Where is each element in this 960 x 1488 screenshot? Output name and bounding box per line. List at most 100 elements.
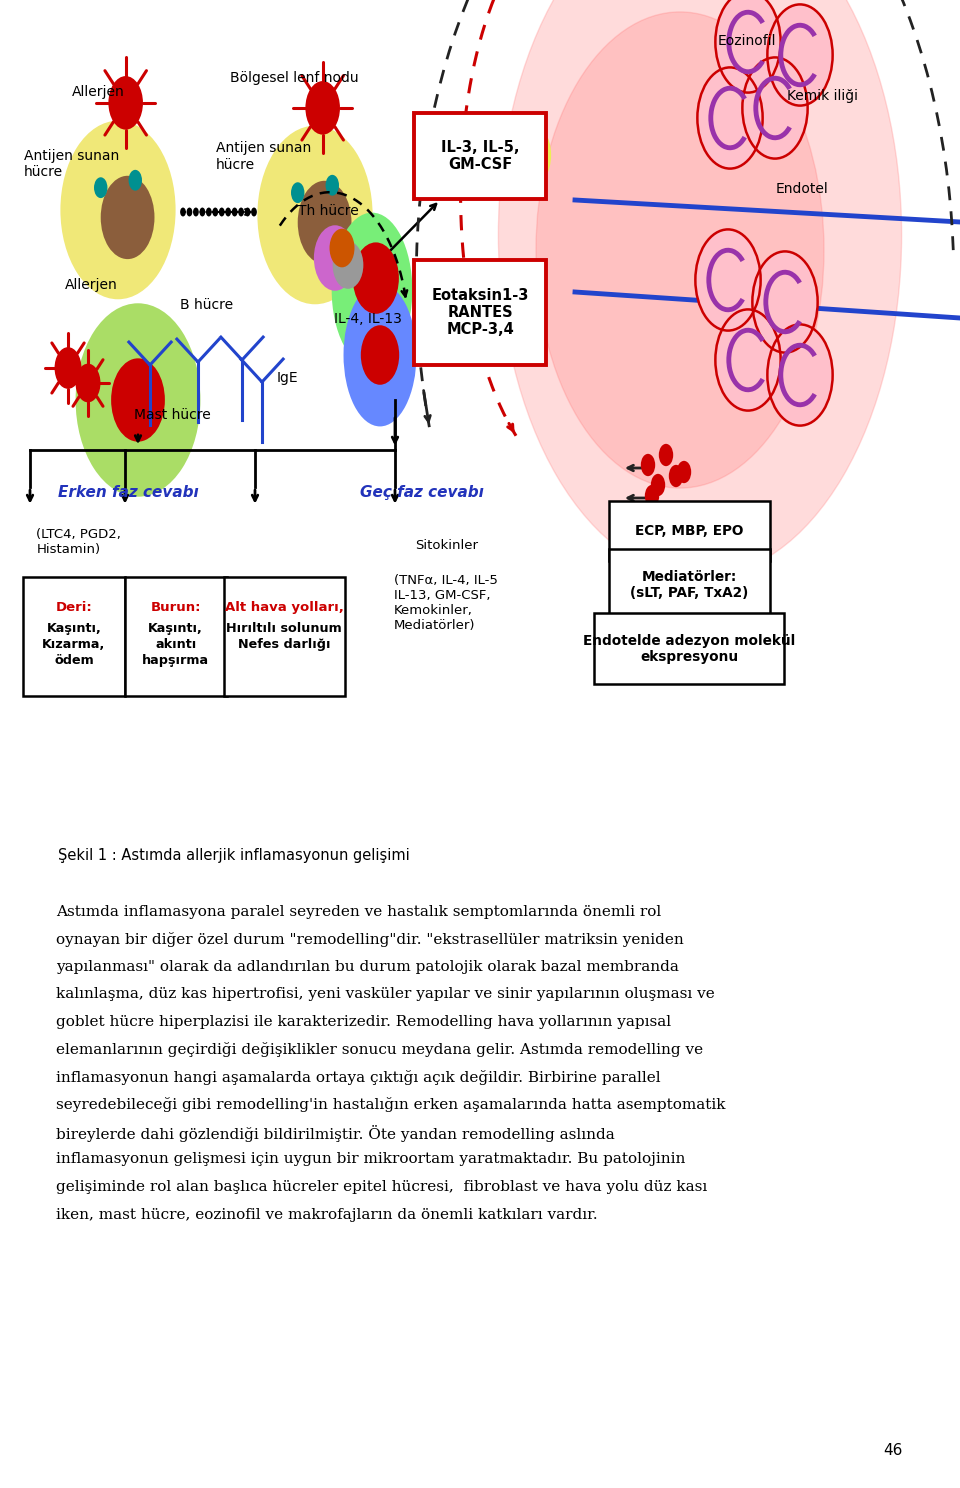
Text: Şekil 1 : Astımda allerjik inflamasyonun gelişimi: Şekil 1 : Astımda allerjik inflamasyonun… (58, 848, 409, 863)
Circle shape (180, 207, 186, 216)
Text: IL-4, IL-13: IL-4, IL-13 (334, 312, 402, 326)
Text: elemanlarının geçirdiği değişiklikler sonucu meydana gelir. Astımda remodelling : elemanlarının geçirdiği değişiklikler so… (56, 1043, 703, 1058)
Circle shape (361, 326, 399, 385)
Circle shape (659, 443, 673, 466)
Circle shape (669, 464, 684, 487)
Text: kalınlaşma, düz kas hipertrofisi, yeni vasküler yapılar ve sinir yapılarının olu: kalınlaşma, düz kas hipertrofisi, yeni v… (56, 988, 714, 1001)
Circle shape (76, 304, 201, 497)
Circle shape (257, 125, 372, 304)
Circle shape (305, 80, 340, 134)
Circle shape (245, 207, 251, 216)
Circle shape (101, 176, 155, 259)
FancyBboxPatch shape (414, 113, 546, 199)
FancyBboxPatch shape (414, 260, 546, 365)
Circle shape (715, 310, 780, 411)
Circle shape (645, 485, 660, 507)
Text: seyredebileceği gibi remodelling'in hastalığın erken aşamalarında hatta asemptom: seyredebileceği gibi remodelling'in hast… (56, 1098, 725, 1113)
FancyBboxPatch shape (23, 577, 125, 696)
Circle shape (298, 180, 351, 263)
Circle shape (60, 121, 176, 299)
Circle shape (186, 207, 192, 216)
Text: (TNFα, IL-4, IL-5
IL-13, GM-CSF,
Kemokinler,
Mediatörler): (TNFα, IL-4, IL-5 IL-13, GM-CSF, Kemokin… (394, 574, 497, 632)
Text: IL-3, IL-5,
GM-CSF: IL-3, IL-5, GM-CSF (441, 140, 519, 173)
Ellipse shape (498, 0, 901, 577)
Circle shape (76, 363, 101, 402)
Circle shape (291, 182, 304, 202)
Text: Burun:: Burun: (151, 601, 201, 615)
Circle shape (651, 473, 665, 496)
Circle shape (332, 241, 364, 289)
Text: Allerjen: Allerjen (65, 278, 118, 292)
Text: Hırıltılı solunum
Nefes darlığı: Hırıltılı solunum Nefes darlığı (227, 622, 342, 650)
Circle shape (518, 138, 538, 168)
Circle shape (353, 243, 399, 314)
Text: iken, mast hücre, eozinofil ve makrofajların da önemli katkıları vardır.: iken, mast hücre, eozinofil ve makrofajl… (56, 1208, 597, 1222)
Text: (LTC4, PGD2,
Histamin): (LTC4, PGD2, Histamin) (36, 528, 121, 557)
Ellipse shape (536, 12, 824, 488)
Circle shape (206, 207, 212, 216)
Circle shape (129, 170, 142, 190)
Circle shape (715, 0, 780, 92)
Ellipse shape (332, 213, 413, 368)
FancyBboxPatch shape (609, 549, 770, 620)
Circle shape (55, 347, 82, 388)
Text: inflamasyonun hangi aşamalarda ortaya çıktığı açık değildir. Birbirine parallel: inflamasyonun hangi aşamalarda ortaya çı… (56, 1070, 660, 1085)
Text: Mediatörler:
(sLT, PAF, TxA2): Mediatörler: (sLT, PAF, TxA2) (630, 570, 749, 600)
Text: Geç faz cevabı: Geç faz cevabı (360, 485, 484, 500)
Ellipse shape (344, 284, 417, 427)
Text: Th hücre: Th hücre (298, 204, 358, 217)
Circle shape (753, 251, 818, 353)
Circle shape (212, 207, 218, 216)
Circle shape (767, 324, 832, 426)
Text: 46: 46 (883, 1443, 902, 1458)
Text: Mast hücre: Mast hücre (134, 408, 211, 421)
Text: Bölgesel lenf nodu: Bölgesel lenf nodu (230, 71, 359, 85)
Circle shape (325, 174, 339, 195)
Circle shape (193, 207, 199, 216)
FancyBboxPatch shape (594, 613, 784, 684)
Circle shape (742, 58, 807, 159)
Text: inflamasyonun gelişmesi için uygun bir mikroortam yaratmaktadır. Bu patolojinin: inflamasyonun gelişmesi için uygun bir m… (56, 1153, 685, 1167)
Text: gelişiminde rol alan başlıca hücreler epitel hücresi,  fibroblast ve hava yolu d: gelişiminde rol alan başlıca hücreler ep… (56, 1180, 707, 1193)
Text: Antijen sunan
hücre: Antijen sunan hücre (216, 141, 311, 171)
Circle shape (231, 207, 237, 216)
Circle shape (252, 207, 257, 216)
Text: Allerjen: Allerjen (72, 85, 125, 98)
Text: Eozinofil: Eozinofil (718, 34, 777, 48)
Circle shape (641, 454, 655, 476)
Circle shape (111, 359, 165, 442)
Circle shape (226, 207, 231, 216)
Text: Alt hava yolları,: Alt hava yolları, (225, 601, 344, 615)
Circle shape (329, 229, 354, 268)
Circle shape (677, 461, 691, 484)
Text: Eotaksin1-3
RANTES
MCP-3,4: Eotaksin1-3 RANTES MCP-3,4 (431, 287, 529, 338)
Text: IgE: IgE (276, 371, 299, 384)
Text: ECP, MBP, EPO: ECP, MBP, EPO (636, 524, 743, 539)
Circle shape (219, 207, 225, 216)
Text: Endotelde adezyon molekül
ekspresyonu: Endotelde adezyon molekül ekspresyonu (583, 634, 796, 664)
FancyBboxPatch shape (125, 577, 227, 696)
Text: Erken faz cevabı: Erken faz cevabı (58, 485, 199, 500)
Text: oynayan bir diğer özel durum "remodelling"dir. "ekstrasellüler matriksin yeniden: oynayan bir diğer özel durum "remodellin… (56, 931, 684, 948)
Circle shape (697, 67, 762, 168)
Circle shape (94, 177, 108, 198)
Text: Endotel: Endotel (776, 182, 828, 195)
Text: Deri:: Deri: (56, 601, 92, 615)
Circle shape (767, 4, 832, 106)
Text: bireylerde dahi gözlendiği bildirilmiştir. Öte yandan remodelling aslında: bireylerde dahi gözlendiği bildirilmişti… (56, 1125, 614, 1141)
Text: yapılanması" olarak da adlandırılan bu durum patolojik olarak bazal membranda: yapılanması" olarak da adlandırılan bu d… (56, 960, 679, 973)
Circle shape (238, 207, 244, 216)
Text: Kaşıntı,
Kızarma,
ödem: Kaşıntı, Kızarma, ödem (42, 622, 106, 667)
Text: goblet hücre hiperplazisi ile karakterizedir. Remodelling hava yollarının yapısa: goblet hücre hiperplazisi ile karakteriz… (56, 1015, 671, 1028)
Circle shape (509, 122, 551, 187)
Circle shape (200, 207, 205, 216)
Text: Sitokinler: Sitokinler (415, 539, 478, 552)
Text: Astımda inflamasyona paralel seyreden ve hastalık semptomlarında önemli rol: Astımda inflamasyona paralel seyreden ve… (56, 905, 660, 918)
FancyBboxPatch shape (609, 501, 770, 561)
Text: Kemik iliği: Kemik iliği (787, 89, 858, 103)
Text: Antijen sunan
hücre: Antijen sunan hücre (24, 149, 119, 179)
Circle shape (695, 229, 760, 330)
Circle shape (314, 225, 356, 290)
Text: B hücre: B hücre (180, 298, 233, 311)
Circle shape (108, 76, 143, 129)
